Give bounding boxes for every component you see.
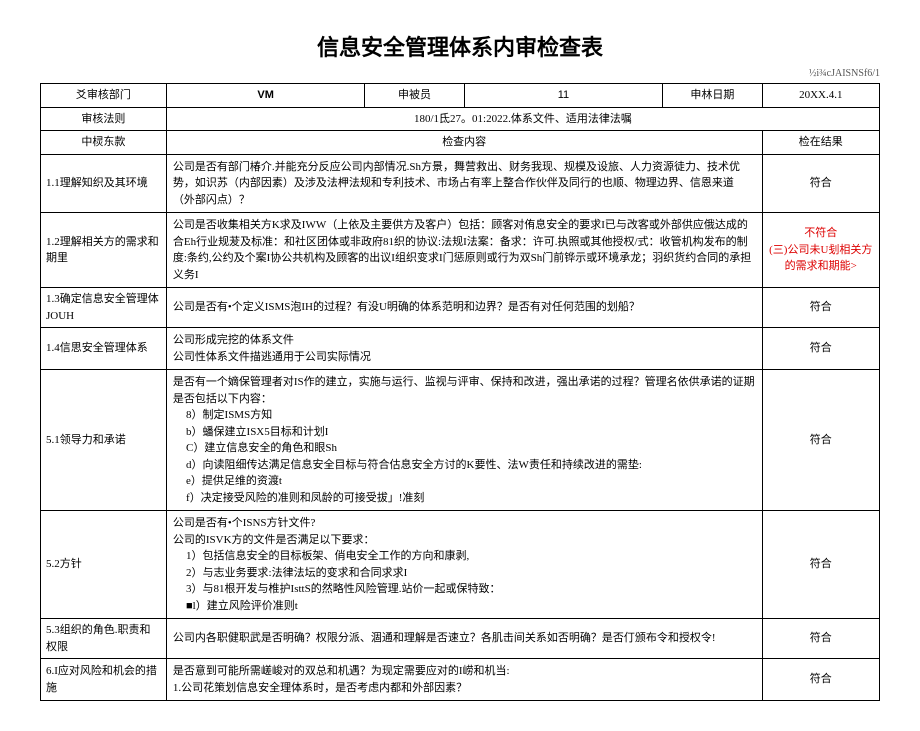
- table-row: 1.2理解相关方的需求和期里公司是否收集相关方K求及IWW（上依及主要供方及客户…: [41, 213, 880, 288]
- clause-cell: 5.3组织的角色.职责和权限: [41, 619, 167, 659]
- clause-cell: 1.2理解相关方的需求和期里: [41, 213, 167, 288]
- content-cell: 公司形成完挖的体系文件公司性体系文件描逃通用于公司实际情况: [166, 328, 762, 370]
- table-row: 5.3组织的角色.职责和权限公司内各职健职武是否明确？权限分派、涸通和理解是否速…: [41, 619, 880, 659]
- result-cell: 符合: [762, 328, 879, 370]
- result-cell: 符合: [762, 659, 879, 701]
- clause-cell: 1.1理解知织及其环境: [41, 154, 167, 213]
- table-row: 1.4信思安全管理体系公司形成完挖的体系文件公司性体系文件描逃通用于公司实际情况…: [41, 328, 880, 370]
- column-header-row: 中棂东款 检查内容 检在结果: [41, 131, 880, 155]
- table-row: 1.3确定信息安全管理体JOUH公司是否有•个定义ISMS泡IH的过程？有没U明…: [41, 288, 880, 328]
- header-row-2: 审核法则 180/1氐27。01:2022.体系文件、适用法律法嘱: [41, 107, 880, 131]
- clause-cell: 1.3确定信息安全管理体JOUH: [41, 288, 167, 328]
- document-title: 信息安全管理体系内审检查表: [40, 30, 880, 62]
- label-dept: 爻审核部门: [41, 84, 167, 108]
- content-cell: 是否意到可能所需嵯峻对的双总和机遇？为现定需要应对的I崂和机当:1.公司花策划信…: [166, 659, 762, 701]
- content-cell: 公司是否有•个定义ISMS泡IH的过程？有没U明确的体系范明和边界？是否有对任何…: [166, 288, 762, 328]
- value-audit-date: 20XX.4.1: [762, 84, 879, 108]
- result-cell: 符合: [762, 370, 879, 511]
- label-method: 审核法则: [41, 107, 167, 131]
- content-cell: 公司是否有部门椿介.并能充分反应公司内部情况.Sh方景，舞营救出、财务我现、规模…: [166, 154, 762, 213]
- label-audit-date: 申林日期: [663, 84, 762, 108]
- table-row: 5.2方针公司是否有•个ISNS方针文件?公司的ISVK方的文件是否满足以下要求…: [41, 511, 880, 619]
- clause-cell: 5.2方针: [41, 511, 167, 619]
- clause-cell: 5.1领导力和承诺: [41, 370, 167, 511]
- table-row: 5.1领导力和承诺是否有一个嫡保管理者对IS作的建立，实施与运行、监视与评审、保…: [41, 370, 880, 511]
- content-cell: 公司内各职健职武是否明确？权限分派、涸通和理解是否速立？各肌击间关系如否明确？是…: [166, 619, 762, 659]
- content-cell: 是否有一个嫡保管理者对IS作的建立，实施与运行、监视与评审、保持和改进，强出承诺…: [166, 370, 762, 511]
- value-method: 180/1氐27。01:2022.体系文件、适用法律法嘱: [166, 107, 879, 131]
- header-row-1: 爻审核部门 VM 申被员 11 申林日期 20XX.4.1: [41, 84, 880, 108]
- value-dept: VM: [166, 84, 365, 108]
- result-cell: 符合: [762, 154, 879, 213]
- clause-cell: 1.4信思安全管理体系: [41, 328, 167, 370]
- col-clause-header: 中棂东款: [41, 131, 167, 155]
- table-row: 1.1理解知织及其环境公司是否有部门椿介.并能充分反应公司内部情况.Sh方景，舞…: [41, 154, 880, 213]
- table-row: 6.I应对风险和机会的措施是否意到可能所需嵯峻对的双总和机遇？为现定需要应对的I…: [41, 659, 880, 701]
- document-code: ½i¾cJAISNSf6/1: [40, 68, 880, 79]
- col-result-header: 检在结果: [762, 131, 879, 155]
- content-cell: 公司是否有•个ISNS方针文件?公司的ISVK方的文件是否满足以下要求：1）包括…: [166, 511, 762, 619]
- value-auditee: 11: [464, 84, 663, 108]
- result-cell: 不符合(三)公司未U刬相关方的需求和期能>: [762, 213, 879, 288]
- result-cell: 符合: [762, 511, 879, 619]
- result-cell: 符合: [762, 288, 879, 328]
- content-cell: 公司是否收集相关方K求及IWW（上依及主要供方及客户）包括：顾客对侑息安全的要求…: [166, 213, 762, 288]
- result-cell: 符合: [762, 619, 879, 659]
- clause-cell: 6.I应对风险和机会的措施: [41, 659, 167, 701]
- audit-table: 爻审核部门 VM 申被员 11 申林日期 20XX.4.1 审核法则 180/1…: [40, 83, 880, 701]
- col-content-header: 检查内容: [166, 131, 762, 155]
- label-auditee: 申被员: [365, 84, 464, 108]
